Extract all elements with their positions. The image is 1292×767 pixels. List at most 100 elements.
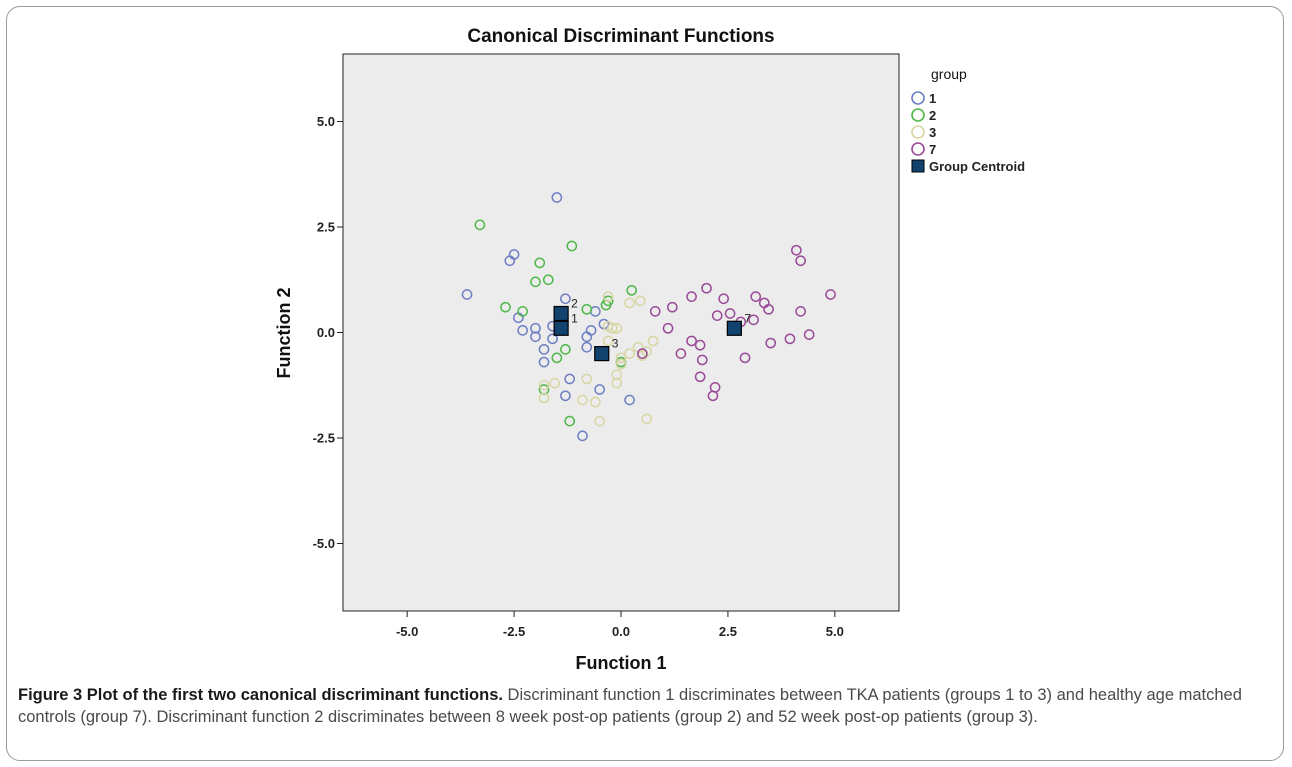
legend-label-2: 2 [929, 108, 936, 123]
point-group-7 [739, 352, 751, 364]
point-group-3 [611, 369, 623, 381]
point-group-3 [589, 396, 601, 408]
point-group-3 [611, 322, 623, 334]
point-group-2 [581, 303, 593, 315]
point-group-2 [534, 257, 546, 269]
legend-title: group [931, 66, 967, 82]
point-group-7 [791, 244, 802, 256]
point-group-1 [530, 331, 541, 343]
point-group-7 [694, 371, 706, 383]
legend-marker-1 [911, 91, 925, 105]
y-axis-label: Function 2 [274, 288, 294, 379]
point-group-1 [508, 249, 520, 260]
point-group-2 [538, 384, 550, 395]
figure-caption: Figure 3 Plot of the first two canonical… [18, 684, 1280, 728]
point-group-2 [474, 219, 486, 231]
centroid-marker-2 [553, 305, 569, 322]
point-group-1 [594, 384, 605, 395]
legend-marker-centroid [911, 159, 925, 173]
plot-area [342, 53, 900, 612]
point-group-7 [696, 354, 708, 366]
point-group-1 [538, 344, 550, 355]
point-group-2 [551, 352, 563, 364]
point-group-3 [615, 358, 627, 370]
point-group-2 [602, 295, 614, 307]
point-group-3 [602, 291, 614, 302]
point-group-7 [686, 335, 697, 347]
point-group-7 [711, 310, 723, 321]
legend-marker-7 [911, 142, 925, 156]
x-tick-label: -2.5 [503, 624, 525, 639]
point-group-1 [581, 341, 593, 353]
legend-marker-2 [911, 108, 925, 122]
chart-title: Canonical Discriminant Functions [467, 26, 774, 47]
point-group-3 [624, 348, 635, 359]
point-group-7 [765, 337, 777, 349]
scatter-chart: Canonical Discriminant Functions Functio… [274, 26, 1025, 673]
legend-marker-3 [911, 125, 925, 139]
point-group-7 [724, 308, 736, 319]
point-group-1 [538, 356, 550, 368]
y-tick-label: 5.0 [317, 114, 335, 129]
point-group-7 [750, 291, 762, 302]
point-group-7 [701, 282, 712, 294]
x-axis-label: Function 1 [576, 653, 667, 673]
point-group-7 [795, 255, 806, 267]
legend: group 1 2 3 7 Group Centroid [911, 66, 1025, 174]
y-tick-label: -5.0 [313, 536, 335, 551]
point-group-7 [718, 293, 729, 305]
point-group-1 [547, 333, 558, 345]
point-group-3 [602, 335, 614, 347]
point-group-1 [624, 394, 635, 406]
point-group-7 [784, 333, 796, 345]
point-group-3 [607, 322, 618, 334]
legend-label-3: 3 [929, 125, 936, 140]
point-group-1 [560, 390, 571, 402]
y-tick-label: 2.5 [317, 220, 335, 235]
figure-frame [6, 6, 1284, 761]
caption-text: Discriminant function 1 discriminates be… [18, 686, 1242, 726]
centroid-label-1: 1 [571, 311, 578, 325]
point-group-7 [686, 291, 697, 302]
point-group-1 [585, 325, 597, 336]
x-tick-label: 0.0 [612, 624, 630, 639]
point-group-2 [500, 301, 511, 313]
point-group-7 [675, 348, 687, 359]
caption-label: Figure 3 Plot of the first two canonical… [18, 686, 503, 704]
centroid-label-7: 7 [744, 311, 751, 325]
point-group-3 [577, 394, 588, 406]
point-group-2 [566, 240, 578, 252]
point-group-3 [634, 295, 646, 307]
point-group-3 [641, 413, 653, 425]
point-group-1 [461, 289, 473, 300]
point-group-2 [530, 276, 541, 288]
centroid-markers: 12 3 7 [553, 297, 751, 362]
point-group-3 [549, 377, 561, 389]
point-group-7 [763, 303, 774, 315]
point-group-7 [694, 339, 706, 351]
point-group-3 [538, 379, 550, 391]
y-tick-label: 0.0 [317, 325, 335, 340]
point-group-2 [564, 415, 576, 427]
point-group-3 [624, 297, 635, 309]
axis-ticks: -5.0 -2.5 0.0 2.5 5.0 5.0 2.5 0.0 -2.5 -5.0 [313, 114, 844, 639]
centroid-marker-7 [726, 320, 742, 336]
centroid-marker-1 [553, 320, 569, 336]
point-group-7 [803, 329, 815, 340]
y-tick-label: -2.5 [313, 430, 335, 445]
point-group-1 [551, 192, 563, 203]
x-tick-label: 2.5 [719, 624, 737, 639]
point-group-3 [581, 373, 593, 385]
point-group-3 [647, 335, 659, 347]
point-group-7 [825, 289, 836, 300]
point-group-3 [538, 392, 550, 404]
point-group-2 [517, 306, 528, 317]
legend-label-1: 1 [929, 91, 936, 106]
centroid-marker-3 [594, 345, 610, 362]
point-group-1 [517, 325, 528, 336]
point-group-2 [542, 274, 554, 286]
legend-label-centroid: Group Centroid [929, 159, 1025, 174]
point-group-3 [615, 352, 627, 364]
legend-label-7: 7 [929, 142, 936, 157]
point-group-7 [637, 348, 648, 359]
